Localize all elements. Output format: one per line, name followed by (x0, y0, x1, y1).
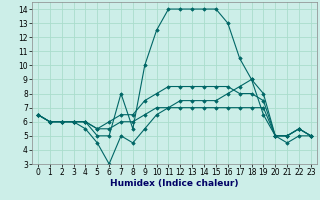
X-axis label: Humidex (Indice chaleur): Humidex (Indice chaleur) (110, 179, 239, 188)
